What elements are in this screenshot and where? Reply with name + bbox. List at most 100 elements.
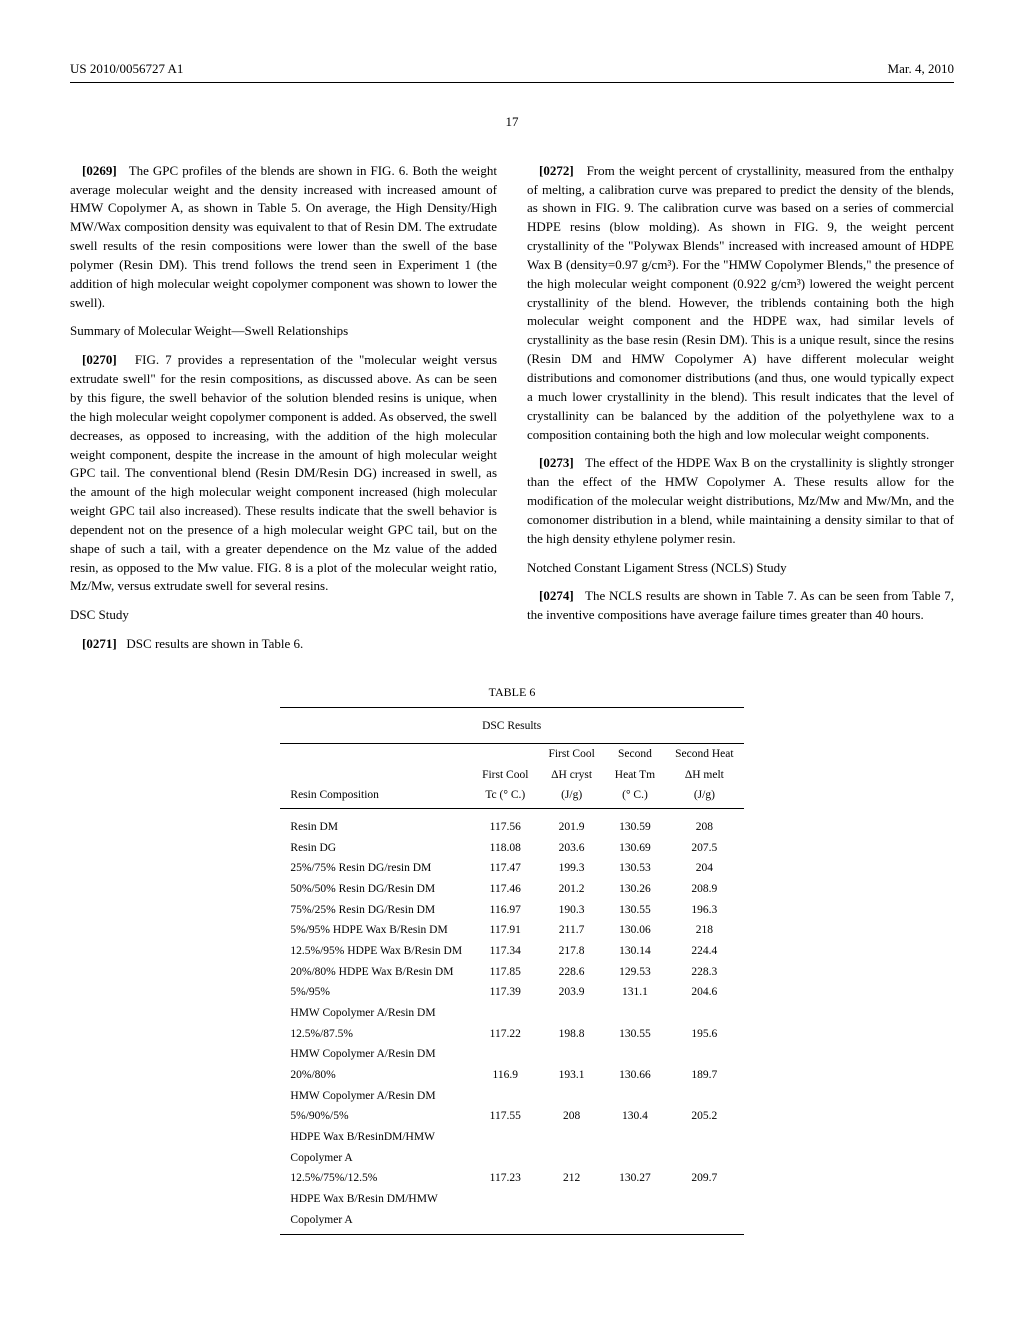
cell-tm: 130.4 [605,1106,665,1127]
table-row: Resin DG118.08203.6130.69207.5 [280,838,743,859]
cell-dhc [538,1003,604,1024]
cell-dhc: 217.8 [538,941,604,962]
cell-tc: 116.9 [472,1065,538,1086]
cell-dhm [665,1127,743,1148]
col-header: ΔH melt [665,765,743,786]
cell-tc [472,1127,538,1148]
col-header: Second [605,744,665,765]
page-header: US 2010/0056727 A1 Mar. 4, 2010 [70,60,954,83]
cell-tc: 118.08 [472,838,538,859]
table-row: 20%/80%116.9193.1130.66189.7 [280,1065,743,1086]
cell-resin: HMW Copolymer A/Resin DM [280,1086,472,1107]
cell-dhc [538,1044,604,1065]
para-label: [0269] [82,163,117,178]
table-row: HMW Copolymer A/Resin DM [280,1044,743,1065]
para-label: [0273] [539,455,574,470]
cell-dhc: 201.9 [538,817,604,838]
cell-resin: 5%/95% HDPE Wax B/Resin DM [280,920,472,941]
para-0269: [0269] The GPC profiles of the blends ar… [70,162,497,313]
table-row: 20%/80% HDPE Wax B/Resin DM117.85228.612… [280,962,743,983]
table-row: 5%/95%117.39203.9131.1204.6 [280,982,743,1003]
cell-tc: 117.47 [472,858,538,879]
cell-tm: 130.06 [605,920,665,941]
cell-resin: 5%/90%/5% [280,1106,472,1127]
cell-tc [472,1210,538,1235]
table-row: 5%/95% HDPE Wax B/Resin DM117.91211.7130… [280,920,743,941]
cell-dhm: 189.7 [665,1065,743,1086]
para-text: The NCLS results are shown in Table 7. A… [527,588,954,622]
table-row: 5%/90%/5%117.55208130.4205.2 [280,1106,743,1127]
cell-tm [605,1003,665,1024]
cell-dhc [538,1189,604,1210]
cell-dhm: 208.9 [665,879,743,900]
publication-date: Mar. 4, 2010 [888,60,954,79]
cell-resin: 12.5%/95% HDPE Wax B/Resin DM [280,941,472,962]
cell-tc: 117.55 [472,1106,538,1127]
cell-tm: 130.55 [605,900,665,921]
table-row: Copolymer A [280,1210,743,1235]
cell-dhc: 198.8 [538,1024,604,1045]
table-title: TABLE 6 [70,684,954,701]
table-row: 25%/75% Resin DG/resin DM117.47199.3130.… [280,858,743,879]
para-0274: [0274] The NCLS results are shown in Tab… [527,587,954,625]
cell-tc: 117.91 [472,920,538,941]
cell-dhc [538,1148,604,1169]
cell-dhm [665,1189,743,1210]
table-6-table: DSC Results First Cool Second Second Hea… [280,707,743,1235]
cell-dhc: 193.1 [538,1065,604,1086]
cell-tm: 130.14 [605,941,665,962]
cell-dhc: 201.2 [538,879,604,900]
cell-resin: 12.5%/75%/12.5% [280,1168,472,1189]
para-0270: [0270] FIG. 7 provides a representation … [70,351,497,596]
cell-resin: 12.5%/87.5% [280,1024,472,1045]
left-column: [0269] The GPC profiles of the blends ar… [70,162,497,664]
cell-resin: Resin DM [280,817,472,838]
cell-dhc: 211.7 [538,920,604,941]
cell-tc: 117.85 [472,962,538,983]
cell-tc: 117.23 [472,1168,538,1189]
para-0273: [0273] The effect of the HDPE Wax B on t… [527,454,954,548]
table-row: HDPE Wax B/ResinDM/HMW [280,1127,743,1148]
para-label: [0274] [539,588,574,603]
para-label: [0272] [539,163,574,178]
cell-tc: 117.22 [472,1024,538,1045]
cell-dhc: 212 [538,1168,604,1189]
publication-number: US 2010/0056727 A1 [70,60,183,79]
heading-dsc: DSC Study [70,606,497,625]
cell-tm: 130.26 [605,879,665,900]
cell-tm: 130.59 [605,817,665,838]
cell-resin: 5%/95% [280,982,472,1003]
col-header: Heat Tm [605,765,665,786]
cell-tm: 130.53 [605,858,665,879]
cell-tc [472,1189,538,1210]
cell-resin: Resin DG [280,838,472,859]
para-text: The effect of the HDPE Wax B on the crys… [527,455,954,545]
cell-tm: 130.27 [605,1168,665,1189]
cell-resin: 20%/80% HDPE Wax B/Resin DM [280,962,472,983]
cell-resin: 25%/75% Resin DG/resin DM [280,858,472,879]
cell-dhm: 209.7 [665,1168,743,1189]
para-text: The GPC profiles of the blends are shown… [70,163,497,310]
table-row: 12.5%/95% HDPE Wax B/Resin DM117.34217.8… [280,941,743,962]
col-header: Resin Composition [280,785,472,808]
cell-dhm [665,1148,743,1169]
col-header: ΔH cryst [538,765,604,786]
cell-dhc: 203.6 [538,838,604,859]
table-6: TABLE 6 DSC Results First Cool Second Se… [70,684,954,1236]
cell-dhm: 207.5 [665,838,743,859]
cell-resin: HMW Copolymer A/Resin DM [280,1003,472,1024]
cell-resin: HDPE Wax B/ResinDM/HMW [280,1127,472,1148]
cell-resin: HMW Copolymer A/Resin DM [280,1044,472,1065]
cell-resin: 50%/50% Resin DG/Resin DM [280,879,472,900]
cell-dhm [665,1003,743,1024]
cell-tc: 117.39 [472,982,538,1003]
table-subtitle: DSC Results [472,716,744,737]
para-text: FIG. 7 provides a representation of the … [70,352,497,593]
cell-tc [472,1003,538,1024]
content-columns: [0269] The GPC profiles of the blends ar… [70,162,954,664]
cell-dhc: 199.3 [538,858,604,879]
cell-tc: 117.46 [472,879,538,900]
heading-ncls: Notched Constant Ligament Stress (NCLS) … [527,559,954,578]
table-row: 12.5%/87.5%117.22198.8130.55195.6 [280,1024,743,1045]
cell-dhc [538,1210,604,1235]
